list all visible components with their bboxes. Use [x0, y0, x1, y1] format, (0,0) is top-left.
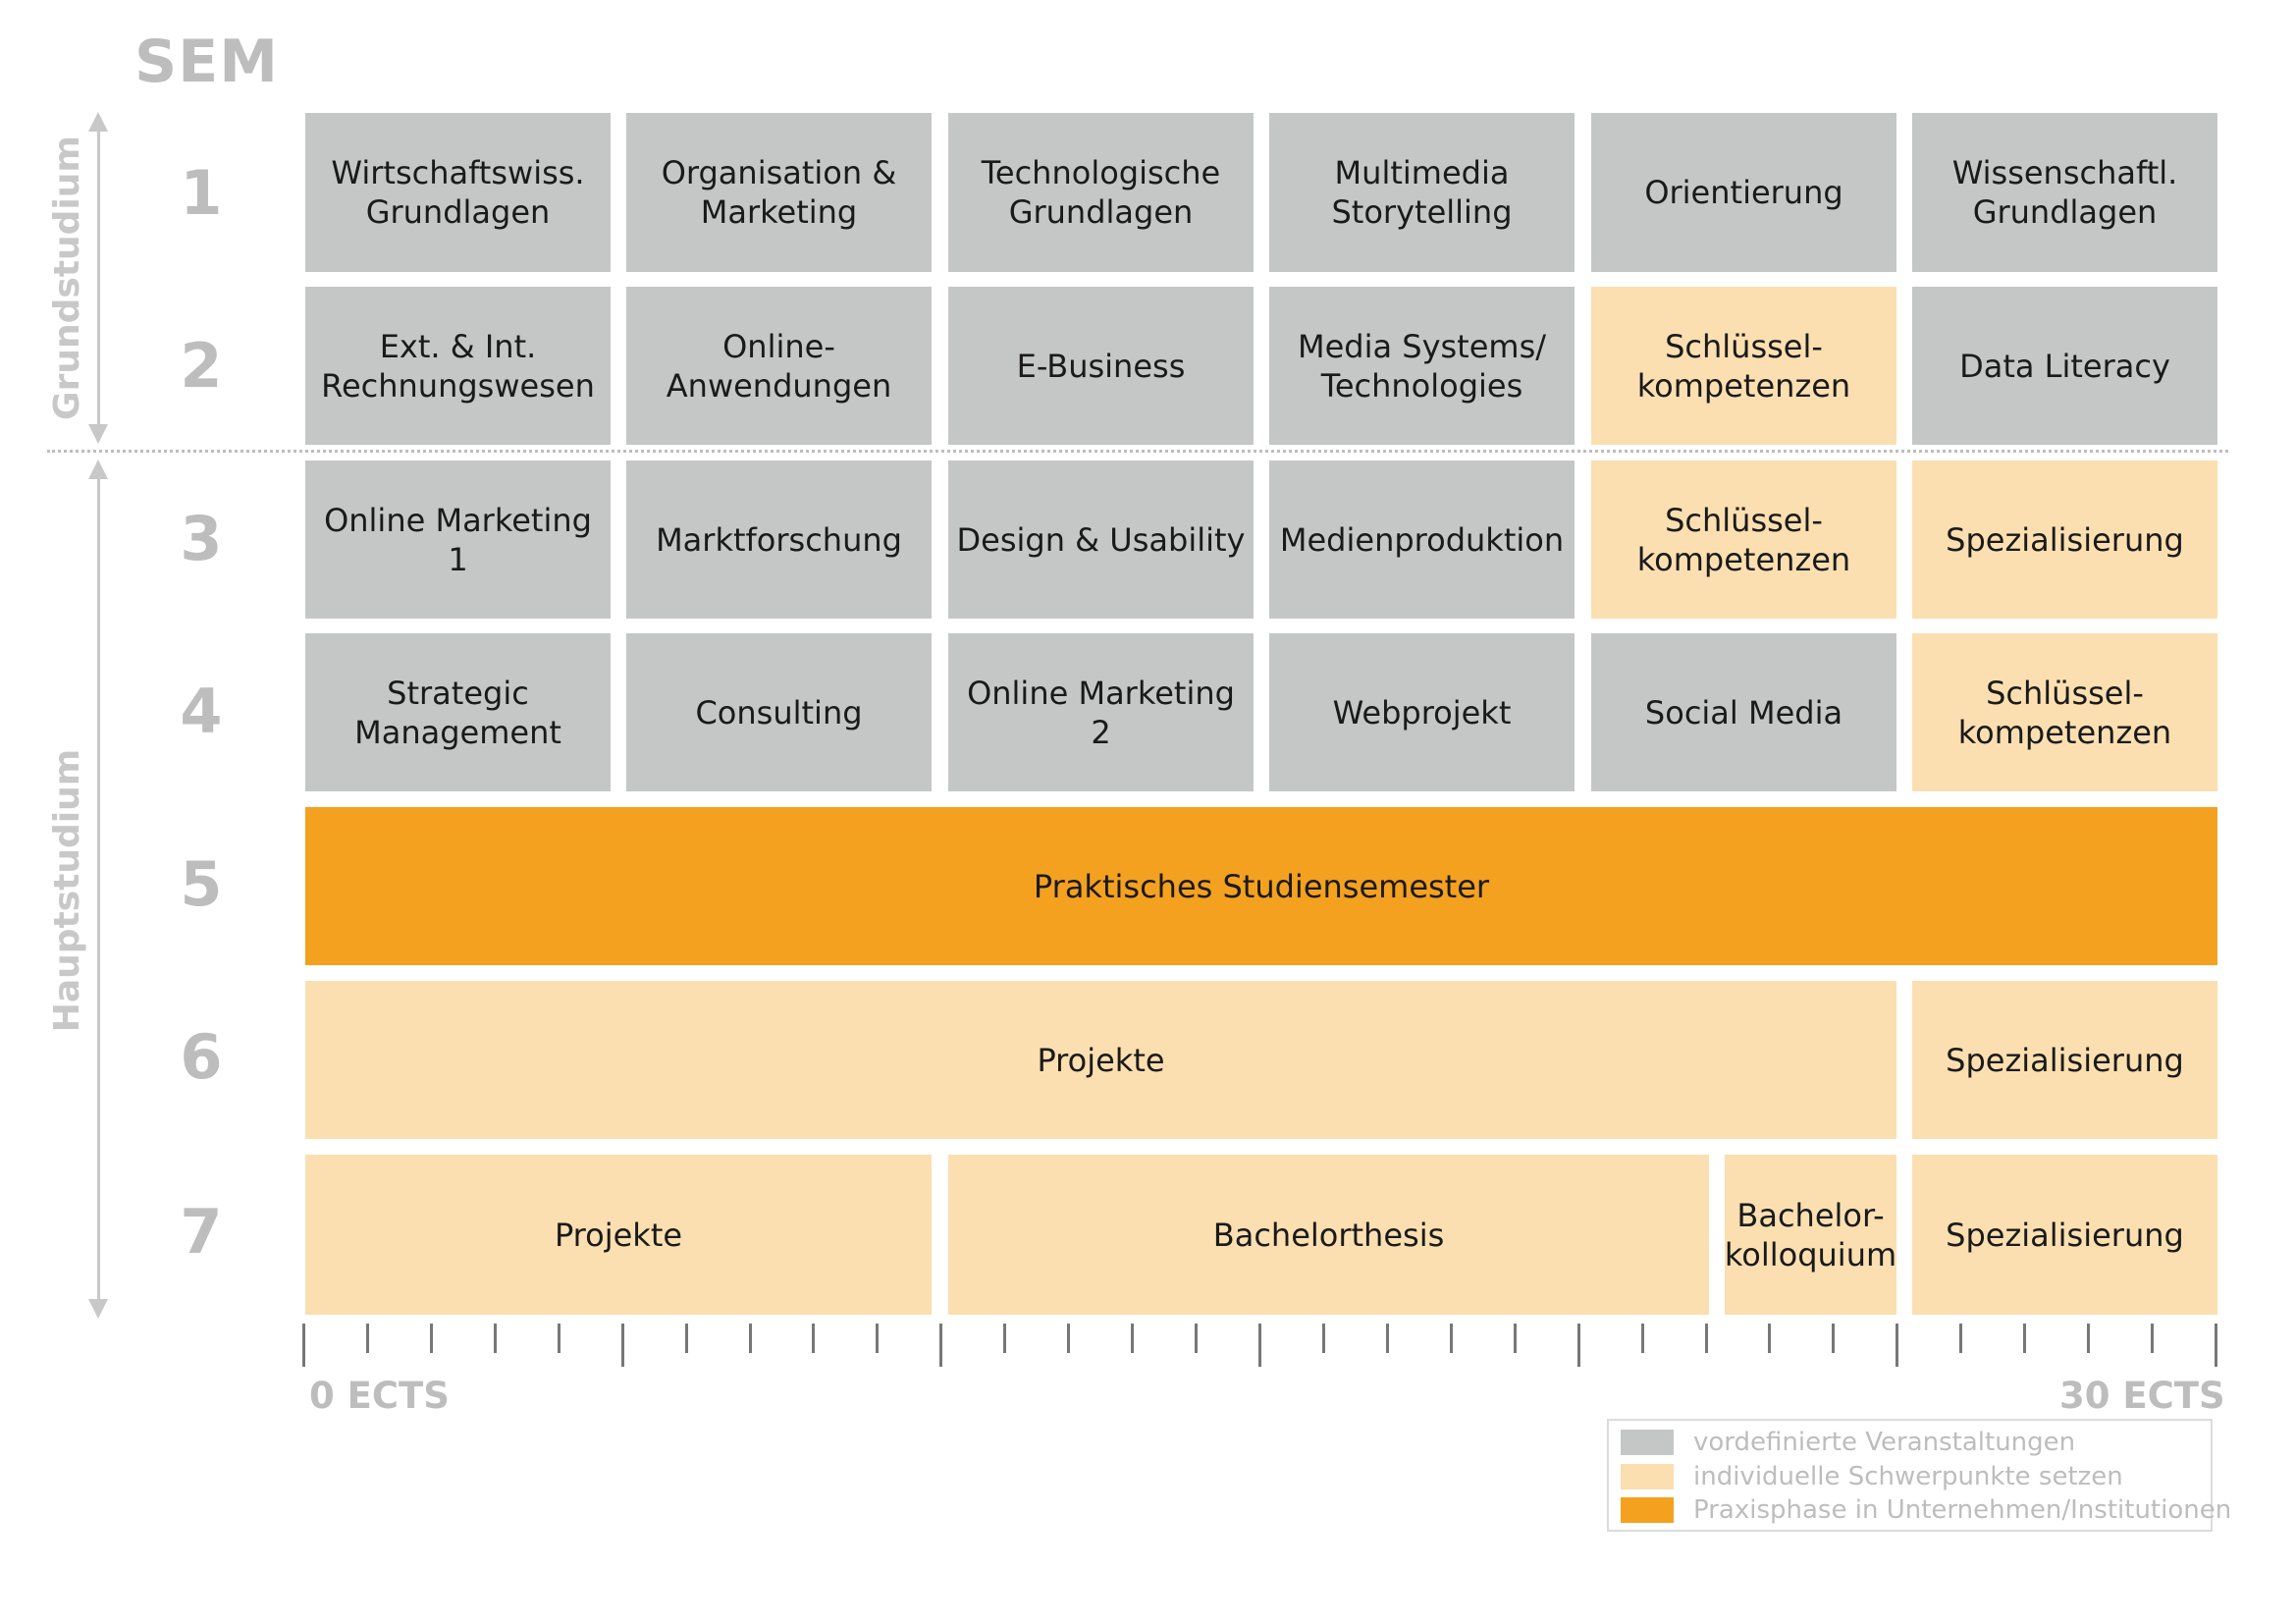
arrow-down-icon [88, 1299, 108, 1319]
semester-number: 5 [180, 848, 223, 920]
ects-end-label: 30 ECTS [2059, 1375, 2225, 1417]
axis-tick [1641, 1324, 1644, 1353]
axis-tick [1577, 1324, 1580, 1367]
module-cell: Wissenschaftl. Grundlagen [1912, 113, 2217, 272]
module-cell: Spezialisierung [1912, 981, 2217, 1139]
semester-number: 4 [180, 676, 223, 747]
semester-number: 6 [180, 1021, 223, 1093]
arrow-down-icon [88, 424, 108, 444]
axis-tick [2151, 1324, 2154, 1353]
axis-tick [1832, 1324, 1835, 1353]
semester-number: 3 [180, 503, 223, 574]
module-cell: Schlüssel- kompetenzen [1912, 633, 2217, 791]
axis-tick [1195, 1324, 1198, 1353]
axis-tick [1386, 1324, 1389, 1353]
axis-tick [366, 1324, 369, 1353]
axis-tick [685, 1324, 688, 1353]
legend-item: individuelle Schwerpunkte setzen [1621, 1462, 2123, 1491]
axis-tick [1896, 1324, 1898, 1367]
module-cell: Technologische Grundlagen [948, 113, 1254, 272]
axis-tick [1067, 1324, 1070, 1353]
legend-swatch [1621, 1497, 1674, 1523]
arrow-up-icon [88, 112, 108, 132]
axis-tick [2087, 1324, 2090, 1353]
module-cell: Wirtschaftswiss. Grundlagen [305, 113, 611, 272]
axis-tick [939, 1324, 942, 1367]
module-cell: E-Business [948, 287, 1254, 445]
arrow-up-icon [88, 460, 108, 479]
axis-tick [2023, 1324, 2026, 1353]
axis-tick [1322, 1324, 1325, 1353]
axis-tick [1258, 1324, 1261, 1367]
module-cell: Organisation & Marketing [626, 113, 932, 272]
legend-item: Praxisphase in Unternehmen/Institutionen [1621, 1495, 2231, 1525]
axis-tick [1131, 1324, 1134, 1353]
axis-tick [1768, 1324, 1771, 1353]
module-cell: Ext. & Int. Rechnungswesen [305, 287, 611, 445]
module-cell: Marktforschung [626, 460, 932, 619]
module-cell: Bachelor- kolloquium [1725, 1155, 1896, 1315]
module-cell: Multimedia Storytelling [1269, 113, 1575, 272]
axis-tick [430, 1324, 433, 1353]
phase-divider [47, 450, 2228, 453]
ects-start-label: 0 ECTS [309, 1375, 450, 1417]
legend-swatch [1621, 1430, 1674, 1455]
module-cell: Design & Usability [948, 460, 1254, 619]
axis-tick [494, 1324, 497, 1353]
grundstudium-label: Grundstudium [47, 135, 87, 420]
axis-tick [1705, 1324, 1708, 1353]
practical-semester-cell: Praktisches Studiensemester [305, 807, 2217, 965]
module-cell: Strategic Management [305, 633, 611, 791]
semester-number: 2 [180, 330, 223, 402]
module-cell: Schlüssel- kompetenzen [1591, 460, 1896, 619]
legend-swatch [1621, 1464, 1674, 1489]
axis-tick [749, 1324, 752, 1353]
module-cell: Webprojekt [1269, 633, 1575, 791]
module-cell: Social Media [1591, 633, 1896, 791]
module-cell: Orientierung [1591, 113, 1896, 272]
module-cell: Consulting [626, 633, 932, 791]
axis-tick [1003, 1324, 1006, 1353]
module-cell: Data Literacy [1912, 287, 2217, 445]
module-cell: Online Marketing 2 [948, 633, 1254, 791]
module-cell: Online Marketing 1 [305, 460, 611, 619]
module-cell: Online- Anwendungen [626, 287, 932, 445]
axis-tick [2215, 1324, 2217, 1367]
axis-tick [558, 1324, 561, 1353]
hauptstudium-label: Hauptstudium [47, 748, 87, 1033]
semester-number: 1 [180, 157, 223, 229]
axis-tick [621, 1324, 624, 1367]
axis-tick [1450, 1324, 1453, 1353]
module-cell: Media Systems/ Technologies [1269, 287, 1575, 445]
thesis-cell: Bachelorthesis [948, 1155, 1709, 1315]
legend-item: vordefinierte Veranstaltungen [1621, 1428, 2075, 1457]
axis-tick [812, 1324, 815, 1353]
module-cell: Projekte [305, 1155, 932, 1315]
sem-header: SEM [134, 27, 279, 96]
module-cell: Medienproduktion [1269, 460, 1575, 619]
legend: vordefinierte Veranstaltungen individuel… [1607, 1419, 2231, 1532]
axis-tick [1514, 1324, 1517, 1353]
module-cell: Spezialisierung [1912, 460, 2217, 619]
axis-tick [1959, 1324, 1962, 1353]
module-cell: Projekte [305, 981, 1896, 1139]
module-cell: Spezialisierung [1912, 1155, 2217, 1315]
axis-tick [302, 1324, 305, 1367]
semester-number: 7 [180, 1196, 223, 1268]
module-cell: Schlüssel- kompetenzen [1591, 287, 1896, 445]
axis-tick [876, 1324, 879, 1353]
